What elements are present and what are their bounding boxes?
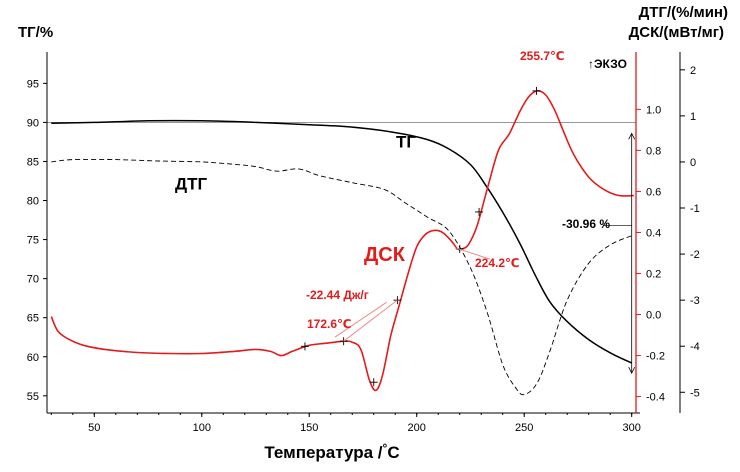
x-tick-label: 250 [515,422,533,434]
series-dsc-line [50,90,634,392]
annotation-1: 224.2℃ [475,256,520,270]
series-label-tg: ТГ [396,132,416,151]
tg-tick-label: 70 [27,274,39,286]
x-tick-label: 200 [408,422,426,434]
dsc-tick-label: 0.2 [646,268,661,280]
dtg-tick-label: 1 [690,111,696,123]
tg-tick-label: 65 [27,313,39,325]
x-axis-unit-degree: ° [383,441,388,455]
tg-axis-title: ТГ/% [18,24,53,41]
tg-tick-label: 75 [27,235,39,247]
dtg-tick-label: 0 [690,157,696,169]
exo-label: ↑ЭКЗО [588,57,627,71]
x-axis-title: Температура /°C [264,441,399,462]
dsc-axis-title: ДСК/(мВт/мг) [629,24,724,41]
series-label-dsc: ДСК [364,244,406,266]
tg-tick-label: 90 [27,117,39,129]
dsc-tick-label: 0.4 [646,227,661,239]
x-tick-label: 50 [88,422,100,434]
tg-tick-label: 80 [27,196,39,208]
series-tg-line [51,119,633,364]
dsc-tick-label: 0.6 [646,186,661,198]
annotation-4: -30.96 % [562,217,610,231]
series-label-dtg: ДТГ [175,175,207,194]
annotation-0: 255.7℃ [520,49,565,63]
tg-tick-label: 95 [27,78,39,90]
dsc-tick-label: -0.2 [646,351,665,363]
dsc-tick-label: -0.4 [646,392,665,404]
annotation-marks [300,86,636,387]
dtg-axis-title: ДТГ/(%/мин) [639,4,728,21]
dtg-tick-label: 2 [690,65,696,77]
dtg-tick-label: -4 [690,341,700,353]
tangent-224 [455,247,490,260]
x-tick-label: 100 [193,422,211,434]
annotation-3: 172.6℃ [307,317,352,331]
integration-baseline [343,299,398,342]
tg-tick-label: 60 [27,352,39,364]
axes: 50 100 150 200 250 300 55 60 65 70 75 80 85 90 95 -0.4 -… [18,4,728,462]
dtg-tick-label: -1 [690,203,700,215]
x-tick-label: 300 [623,422,641,434]
series [50,90,634,396]
tg-tick-label: 55 [27,391,39,403]
tg-tick-label: 85 [27,156,39,168]
dsc-tick-label: 0.0 [646,310,661,322]
mass-change-arrow-top [628,132,636,140]
dtg-tick-label: -5 [690,387,700,399]
series-dtg-line [51,158,632,396]
x-tick-label: 150 [300,422,318,434]
dtg-tick-label: -3 [690,295,700,307]
x-axis-unit-letter: C [387,443,399,462]
annotation-2: -22.44 Дж/г [306,288,369,302]
annotation-leader [334,301,387,338]
labels: ТГ ДТГ ДСК 255.7℃ 224.2℃ -22.44 Дж/г 172.6℃ -30… [175,49,610,331]
dsc-tick-label: 0.8 [646,145,661,157]
dtg-tick-label: -2 [690,249,700,261]
x-axis-title-text: Температура / [264,443,382,462]
dsc-tick-label: 1.0 [646,104,661,116]
mass-change-arrow-bottom [628,366,636,375]
